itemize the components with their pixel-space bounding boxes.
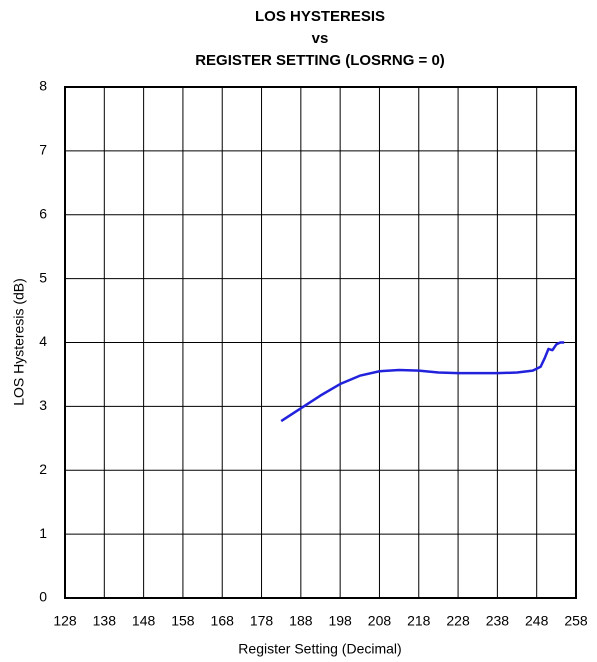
x-tick-label: 148 [132,613,156,629]
y-tick-label: 8 [39,78,47,94]
x-tick-label: 258 [564,613,588,629]
x-tick-label: 248 [525,613,549,629]
x-tick-label: 168 [211,613,235,629]
y-tick-label: 7 [39,142,47,158]
y-axis-label: LOS Hysteresis (dB) [11,278,27,406]
chart-title: REGISTER SETTING (LOSRNG = 0) [195,52,445,69]
y-tick-label: 1 [39,525,47,541]
plot-frame [64,86,577,599]
x-tick-label: 218 [407,613,431,629]
x-tick-label: 198 [328,613,352,629]
y-tick-label: 6 [39,205,47,221]
y-tick-label: 2 [39,461,47,477]
chart-title: LOS HYSTERESIS [255,8,385,25]
x-tick-label: 158 [171,613,195,629]
x-tick-label: 238 [486,613,510,629]
x-tick-label: 188 [289,613,313,629]
chart-title: vs [312,30,329,47]
x-tick-label: 178 [250,613,274,629]
x-tick-label: 128 [53,613,77,629]
x-tick-label: 228 [446,613,470,629]
x-tick-label: 208 [368,613,392,629]
data-line [280,341,565,423]
y-tick-label: 4 [39,333,47,349]
y-tick-label: 5 [39,269,47,285]
y-tick-label: 0 [39,589,47,605]
x-axis-label: Register Setting (Decimal) [238,641,401,657]
x-tick-label: 138 [93,613,117,629]
y-tick-label: 3 [39,397,47,413]
